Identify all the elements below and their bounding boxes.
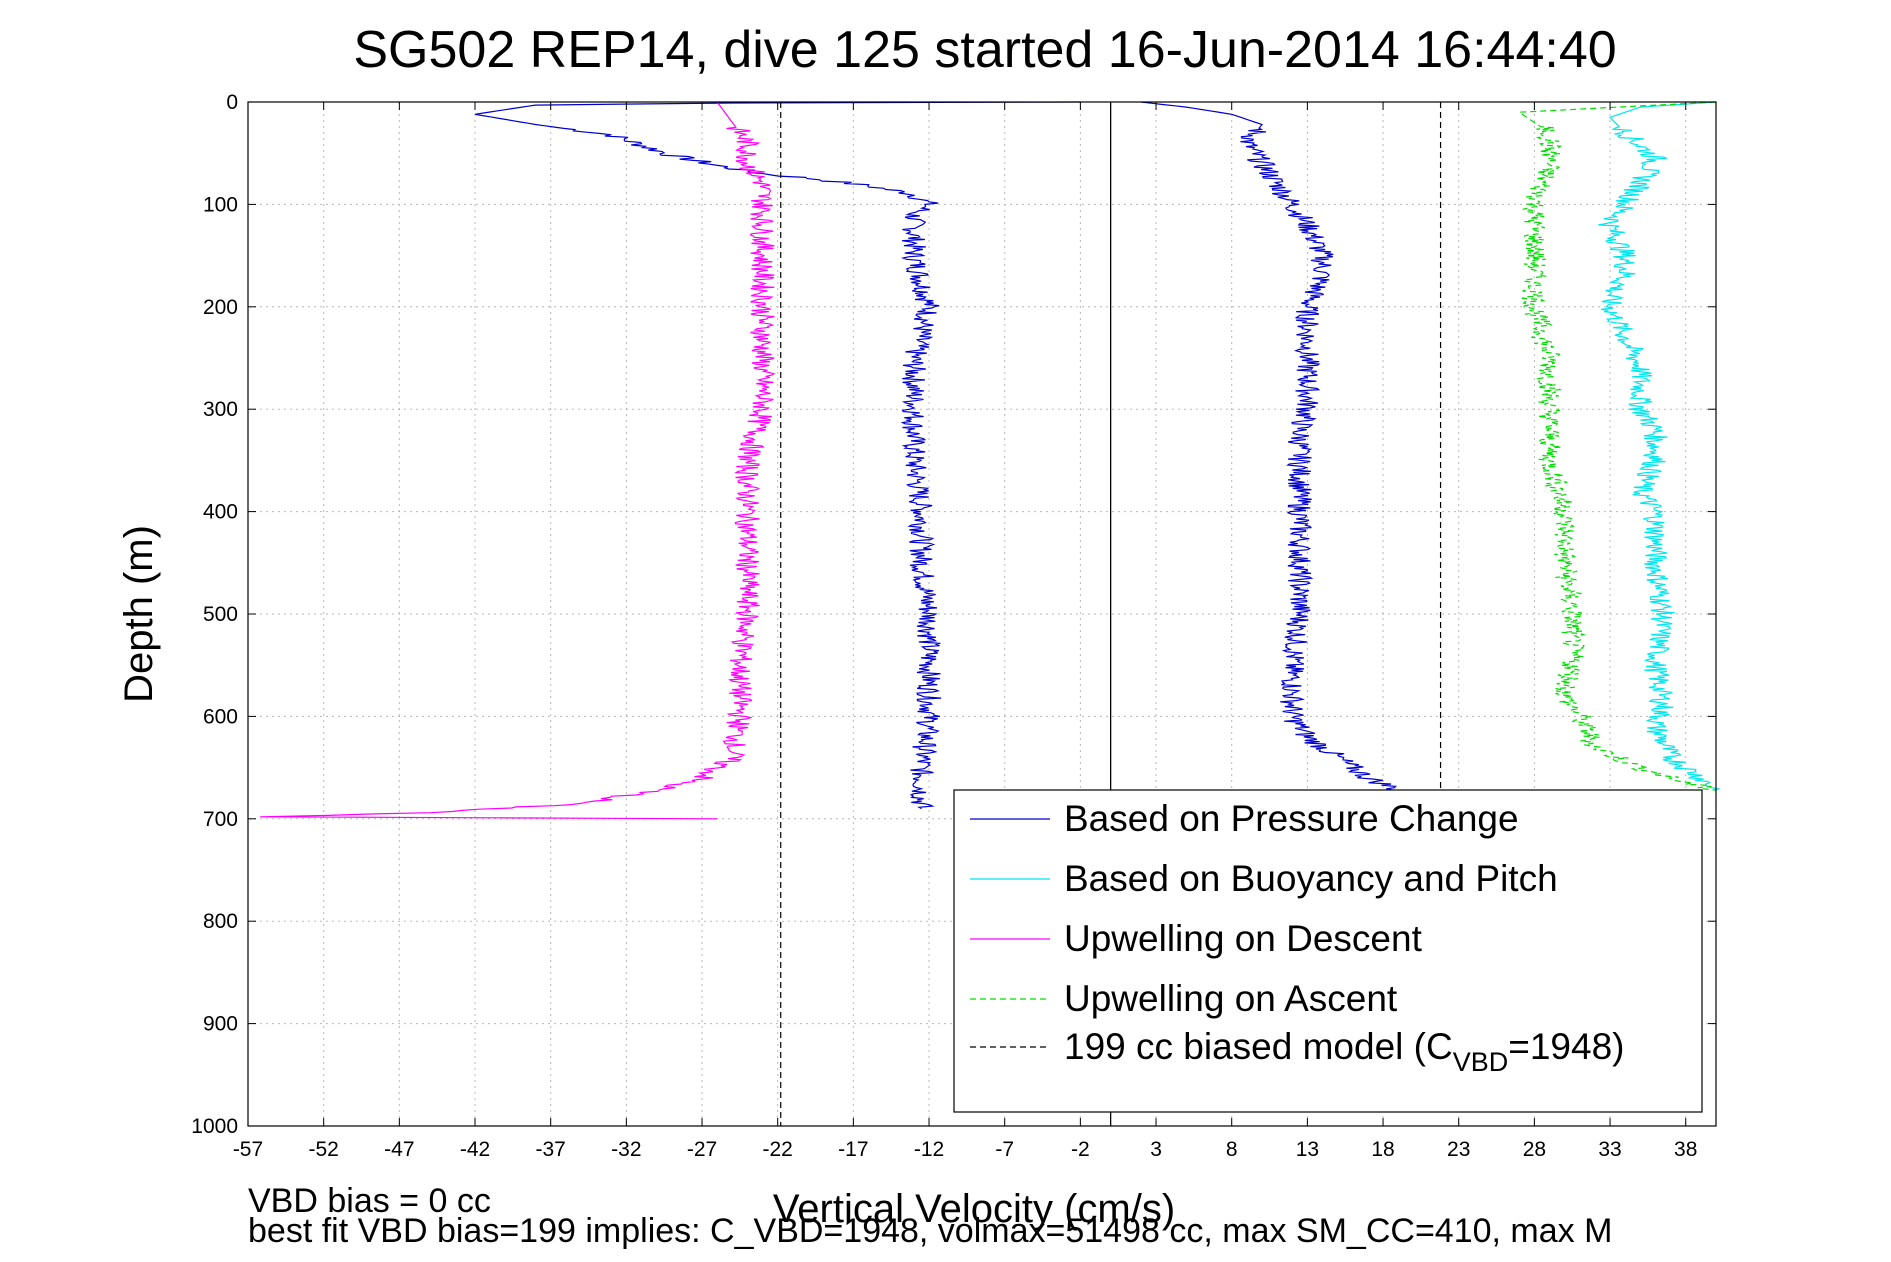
data-series bbox=[260, 101, 1721, 1126]
x-tick-label: 3 bbox=[1150, 1138, 1162, 1161]
series-line-2 bbox=[1598, 101, 1721, 791]
y-tick-label: 200 bbox=[203, 296, 238, 319]
y-tick-label: 1000 bbox=[191, 1115, 238, 1138]
x-tick-label: -27 bbox=[687, 1138, 717, 1161]
series-line-3 bbox=[260, 101, 776, 820]
x-tick-label: 23 bbox=[1447, 1138, 1470, 1161]
x-tick-label: -57 bbox=[233, 1138, 263, 1161]
y-tick-label: 700 bbox=[203, 808, 238, 831]
best-fit-text: best fit VBD bias=199 implies: C_VBD=194… bbox=[248, 1212, 1613, 1250]
x-tick-label: -22 bbox=[763, 1138, 793, 1161]
y-tick-label: 600 bbox=[203, 705, 238, 728]
y-tick-label: 400 bbox=[203, 501, 238, 524]
x-tick-label: 33 bbox=[1598, 1138, 1621, 1161]
x-tick-label: -52 bbox=[308, 1138, 338, 1161]
chart-title: SG502 REP14, dive 125 started 16-Jun-201… bbox=[353, 21, 1616, 79]
x-tick-label: -47 bbox=[384, 1138, 414, 1161]
x-tick-label: -2 bbox=[1071, 1138, 1090, 1161]
x-tick-label: -42 bbox=[460, 1138, 490, 1161]
series-line-1 bbox=[1140, 101, 1418, 797]
x-tick-label: -17 bbox=[838, 1138, 868, 1161]
vbd-bias-text: VBD bias = 0 cc bbox=[248, 1182, 491, 1220]
y-tick-label: 300 bbox=[203, 398, 238, 421]
legend-label: 199 cc biased model (CVBD=1948) bbox=[1064, 1026, 1624, 1077]
legend: Based on Pressure Change Based on Buoyanc… bbox=[953, 789, 1703, 1113]
y-tick-label: 0 bbox=[226, 91, 238, 114]
x-tick-label: -32 bbox=[611, 1138, 641, 1161]
x-tick-label: 38 bbox=[1674, 1138, 1697, 1161]
y-tick-label: 900 bbox=[203, 1013, 238, 1036]
x-tick-label: 13 bbox=[1296, 1138, 1319, 1161]
legend-label: Upwelling on Descent bbox=[1064, 918, 1423, 959]
series-line-0 bbox=[474, 101, 1081, 810]
legend-label: Based on Buoyancy and Pitch bbox=[1064, 858, 1558, 899]
x-tick-label: -37 bbox=[536, 1138, 566, 1161]
x-tick-label: 8 bbox=[1226, 1138, 1238, 1161]
y-tick-label: 100 bbox=[203, 193, 238, 216]
x-tick-label: -12 bbox=[914, 1138, 944, 1161]
x-tick-label: 18 bbox=[1371, 1138, 1394, 1161]
y-axis-label: Depth (m) bbox=[117, 525, 161, 703]
y-tick-label: 800 bbox=[203, 910, 238, 933]
legend-label: Based on Pressure Change bbox=[1064, 798, 1519, 839]
x-tick-label: -7 bbox=[995, 1138, 1014, 1161]
legend-label: Upwelling on Ascent bbox=[1064, 978, 1398, 1019]
y-tick-label: 500 bbox=[203, 603, 238, 626]
y-axis-ticks: 0 100 200 300 400 500 600 700 800 900 1000 bbox=[191, 91, 1716, 1138]
legend-box bbox=[953, 789, 1703, 1113]
x-axis-ticks: -57 -52 -47 -42 -37 -32 -27 -22 -17 -12 -7 -2 3 8 13 18… bbox=[233, 102, 1697, 1161]
x-tick-label: 28 bbox=[1523, 1138, 1546, 1161]
